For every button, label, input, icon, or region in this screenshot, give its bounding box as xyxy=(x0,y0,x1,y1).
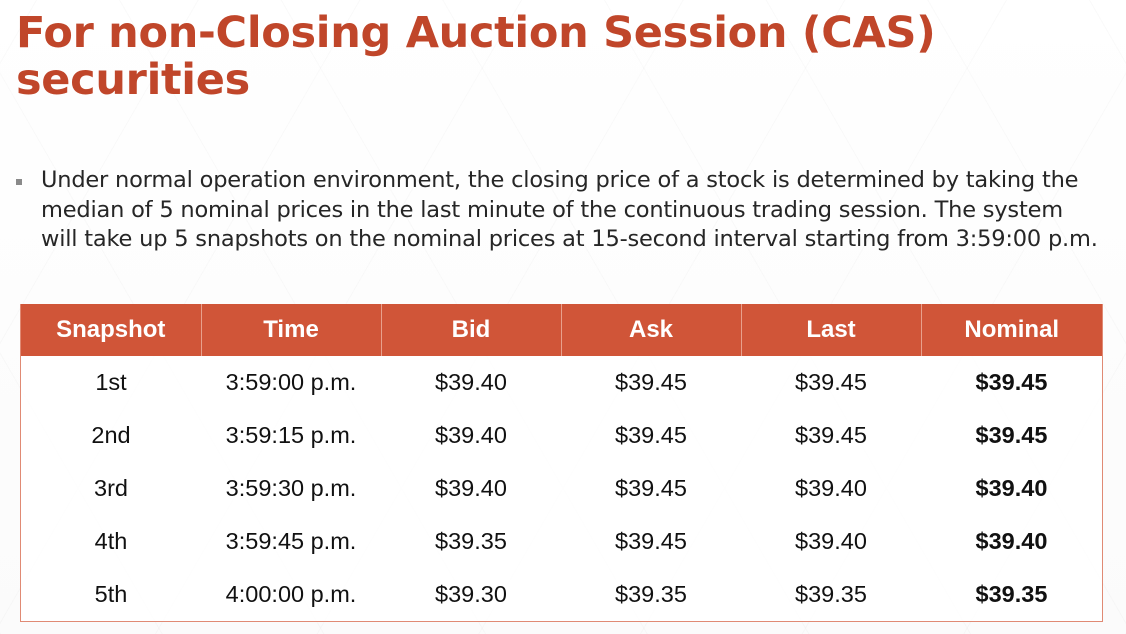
cell-bid: $39.40 xyxy=(435,422,507,448)
snapshot-table: Snapshot Time Bid Ask Last Nominal 1st 3… xyxy=(21,304,1102,621)
cell-ask: $39.45 xyxy=(615,475,687,501)
cell-time: 4:00:00 p.m. xyxy=(225,581,357,607)
cell-time: 3:59:30 p.m. xyxy=(225,475,357,501)
table-row: 3rd 3:59:30 p.m. $39.40 $39.45 $39.40 $3… xyxy=(21,462,1102,515)
cell-nominal: $39.45 xyxy=(975,369,1048,395)
cell-time: 3:59:15 p.m. xyxy=(225,422,357,448)
cell-nominal: $39.45 xyxy=(975,422,1048,448)
cell-last: $39.40 xyxy=(795,528,867,554)
bullet-item: Under normal operation environment, the … xyxy=(16,166,1106,255)
cell-time: 3:59:45 p.m. xyxy=(225,528,357,554)
cell-snapshot: 3rd xyxy=(94,475,128,501)
cell-bid: $39.35 xyxy=(435,528,507,554)
cell-ask: $39.45 xyxy=(615,369,687,395)
square-bullet-icon xyxy=(16,179,22,185)
cell-time: 3:59:00 p.m. xyxy=(225,369,357,395)
table-row: 4th 3:59:45 p.m. $39.35 $39.45 $39.40 $3… xyxy=(21,515,1102,568)
cell-bid: $39.40 xyxy=(435,369,507,395)
cell-last: $39.45 xyxy=(795,369,867,395)
header-bid: Bid xyxy=(381,304,562,356)
cell-last: $39.40 xyxy=(795,475,867,501)
cell-ask: $39.35 xyxy=(615,581,687,607)
cell-snapshot: 1st xyxy=(95,369,127,395)
cell-snapshot: 2nd xyxy=(91,422,131,448)
cell-snapshot: 5th xyxy=(94,581,128,607)
cell-last: $39.35 xyxy=(795,581,867,607)
slide-title: For non-Closing Auction Session (CAS) se… xyxy=(16,8,936,105)
snapshot-table-container: Snapshot Time Bid Ask Last Nominal 1st 3… xyxy=(20,304,1103,622)
header-time: Time xyxy=(201,304,382,356)
header-nominal: Nominal xyxy=(921,304,1102,356)
table-row: 2nd 3:59:15 p.m. $39.40 $39.45 $39.45 $3… xyxy=(21,409,1102,462)
cell-last: $39.45 xyxy=(795,422,867,448)
cell-ask: $39.45 xyxy=(615,528,687,554)
header-snapshot: Snapshot xyxy=(21,304,202,356)
cell-snapshot: 4th xyxy=(94,528,128,554)
cell-nominal: $39.35 xyxy=(975,581,1048,607)
table-header-row: Snapshot Time Bid Ask Last Nominal xyxy=(21,304,1102,356)
header-last: Last xyxy=(741,304,922,356)
header-ask: Ask xyxy=(561,304,742,356)
cell-bid: $39.30 xyxy=(435,581,507,607)
table-row: 1st 3:59:00 p.m. $39.40 $39.45 $39.45 $3… xyxy=(21,356,1102,409)
cell-ask: $39.45 xyxy=(615,422,687,448)
table-row: 5th 4:00:00 p.m. $39.30 $39.35 $39.35 $3… xyxy=(21,568,1102,621)
cell-bid: $39.40 xyxy=(435,475,507,501)
cell-nominal: $39.40 xyxy=(975,528,1048,554)
cell-nominal: $39.40 xyxy=(975,475,1048,501)
bullet-text: Under normal operation environment, the … xyxy=(41,167,1098,252)
